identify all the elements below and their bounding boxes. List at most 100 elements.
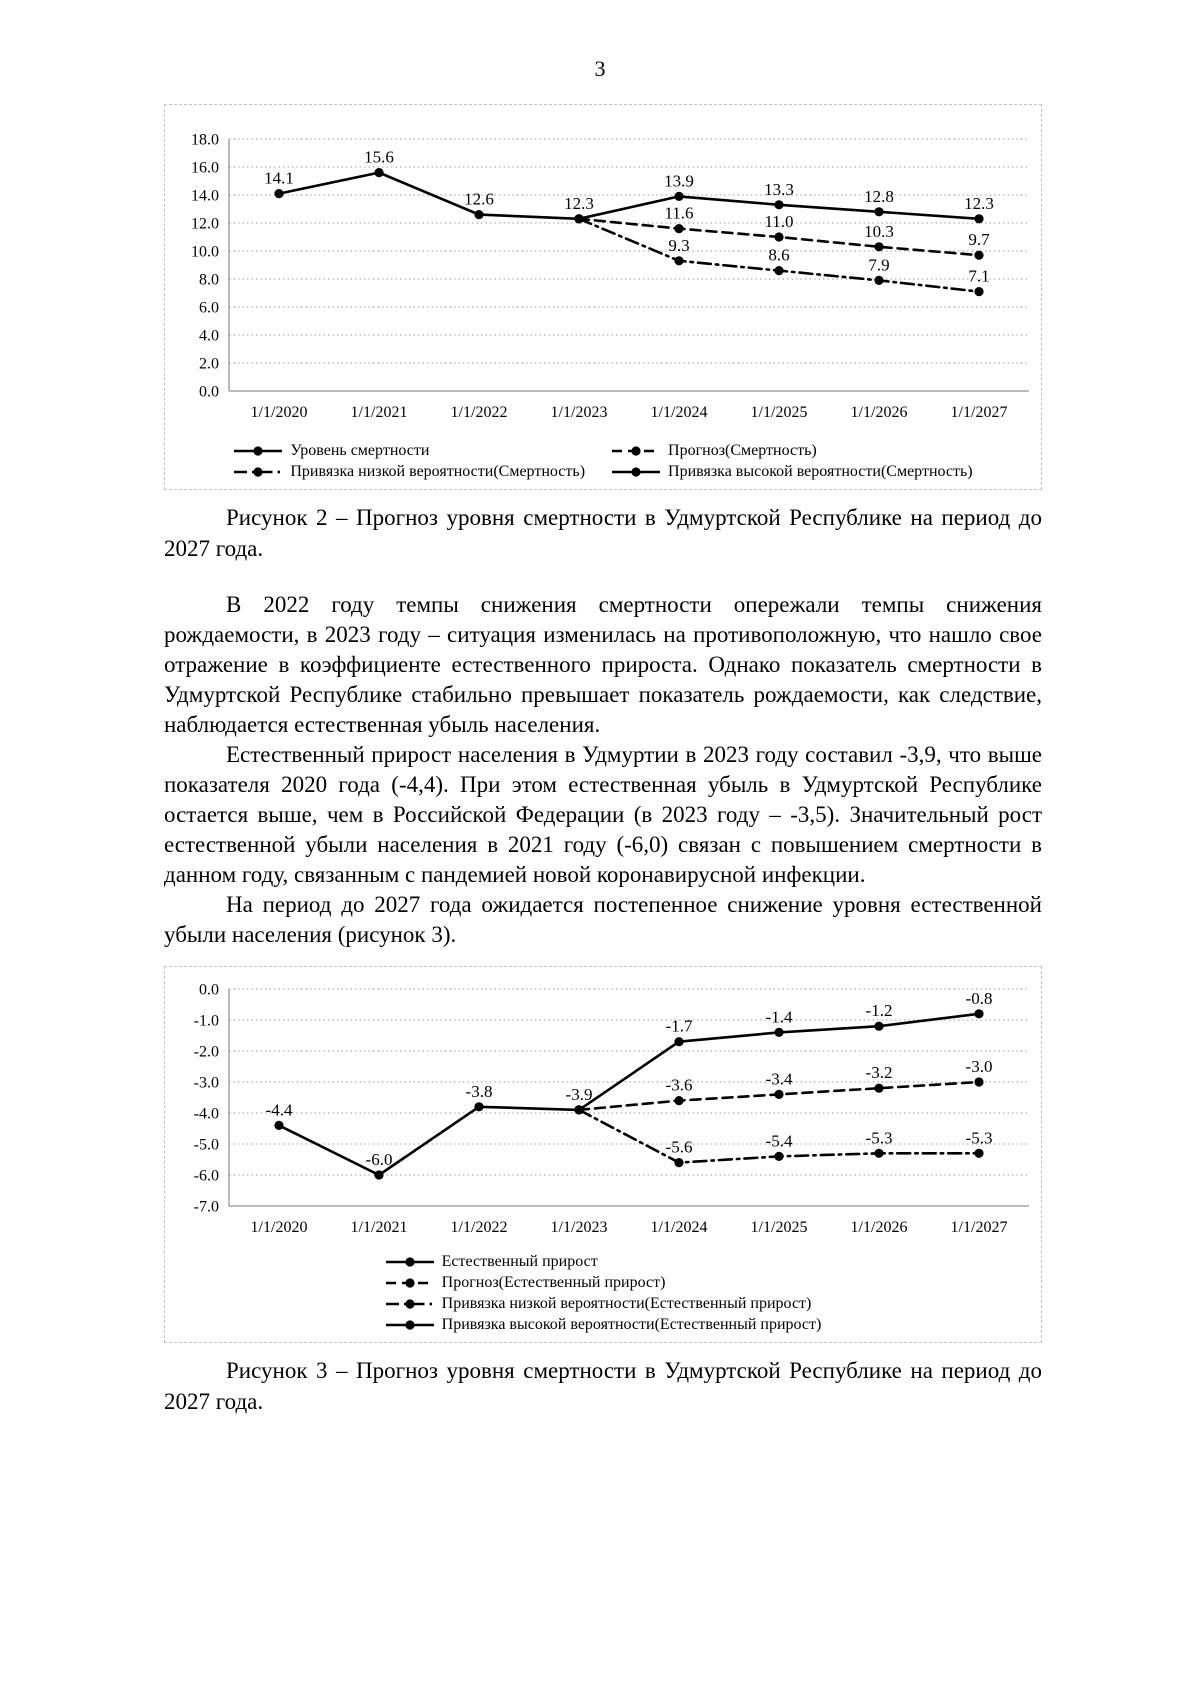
svg-text:13.9: 13.9: [664, 171, 694, 190]
svg-text:9.7: 9.7: [968, 230, 990, 249]
svg-text:-5.3: -5.3: [966, 1128, 993, 1147]
figure-2-mortality-chart: 0.0 2.0 4.0 6.0 8.0 10.0 12.0 14.0 16.0 18.0 1/1/2…: [164, 104, 1042, 490]
svg-text:1/1/2026: 1/1/2026: [851, 404, 908, 421]
svg-text:-7.0: -7.0: [194, 1199, 219, 1216]
svg-text:16.0: 16.0: [191, 160, 219, 177]
svg-text:7.9: 7.9: [868, 255, 889, 274]
svg-text:-6.0: -6.0: [194, 1168, 219, 1185]
natural-growth-forecast-plot: -7.0 -6.0 -5.0 -4.0 -3.0 -2.0 -1.0 0.0 1/1/2020 1…: [194, 982, 1029, 1236]
dashdot-line-marker-icon: [234, 467, 283, 477]
svg-text:15.6: 15.6: [364, 148, 394, 167]
solid-line-marker-icon: [385, 1257, 434, 1267]
legend-item: Прогноз(Естественный прирост): [385, 1274, 822, 1292]
solid-line-marker-icon: [612, 467, 661, 477]
svg-text:1/1/2023: 1/1/2023: [551, 404, 608, 421]
svg-text:-5.0: -5.0: [194, 1137, 219, 1154]
solid-line-marker-icon: [385, 1320, 434, 1330]
figure-2-caption: Рисунок 2 – Прогноз уровня смертности в …: [164, 505, 1042, 561]
svg-text:-3.4: -3.4: [766, 1069, 793, 1088]
svg-text:-5.6: -5.6: [666, 1138, 693, 1157]
legend-label: Уровень смертности: [290, 442, 430, 459]
legend-label: Привязка высокой вероятности(Естественны…: [441, 1316, 822, 1333]
legend-label: Естественный прирост: [441, 1253, 598, 1270]
svg-text:-6.0: -6.0: [366, 1150, 393, 1169]
mortality-forecast-plot: 0.0 2.0 4.0 6.0 8.0 10.0 12.0 14.0 16.0 18.0 1/1/2…: [191, 132, 1029, 421]
svg-text:-0.8: -0.8: [966, 989, 993, 1008]
legend-item: Привязка низкой вероятности(Естественный…: [385, 1295, 822, 1313]
legend-label: Прогноз(Естественный прирост): [441, 1274, 666, 1291]
svg-text:1/1/2021: 1/1/2021: [351, 1219, 408, 1236]
legend-label: Прогноз(Смертность): [668, 442, 817, 459]
document-page: 3 0.0 2.0 4.0 6.0 8.0 10.0 12.0 14.0 16.0 18.0 1/1…: [0, 56, 1200, 1417]
svg-text:-3.9: -3.9: [566, 1085, 593, 1104]
svg-text:1/1/2022: 1/1/2022: [451, 404, 508, 421]
dashed-line-marker-icon: [385, 1278, 434, 1288]
svg-text:12.3: 12.3: [564, 194, 594, 213]
paragraph-2: Естественный прирост населения в Удмурти…: [164, 742, 1042, 887]
figure-3-natural-growth-chart: -7.0 -6.0 -5.0 -4.0 -3.0 -2.0 -1.0 0.0 1/1/2020 1…: [164, 966, 1042, 1343]
svg-text:9.3: 9.3: [668, 236, 689, 255]
dashdot-line-marker-icon: [385, 1299, 434, 1309]
svg-text:-3.0: -3.0: [194, 1075, 219, 1092]
svg-text:-4.4: -4.4: [266, 1100, 293, 1119]
svg-text:14.0: 14.0: [191, 188, 219, 205]
svg-text:1/1/2025: 1/1/2025: [751, 404, 808, 421]
chart-legend: Уровень смертности Прогноз(Смертность) При…: [165, 442, 1041, 481]
paragraph-1: В 2022 году темпы снижения смертности оп…: [164, 592, 1042, 737]
svg-text:13.3: 13.3: [764, 180, 794, 199]
svg-text:-5.3: -5.3: [866, 1128, 893, 1147]
mortality-forecast-chart: 0.0 2.0 4.0 6.0 8.0 10.0 12.0 14.0 16.0 18.0 1/1/2…: [165, 109, 1041, 481]
svg-text:1/1/2024: 1/1/2024: [651, 1219, 708, 1236]
dashed-line-marker-icon: [612, 446, 661, 456]
svg-text:-1.4: -1.4: [766, 1007, 793, 1026]
legend-label: Привязка низкой вероятности(Смертность): [290, 463, 586, 480]
svg-text:1/1/2021: 1/1/2021: [351, 404, 408, 421]
legend-item: Привязка высокой вероятности(Естественны…: [385, 1316, 822, 1334]
svg-text:1/1/2027: 1/1/2027: [951, 404, 1008, 421]
svg-text:11.0: 11.0: [764, 212, 793, 231]
svg-text:6.0: 6.0: [199, 300, 219, 317]
svg-text:2.0: 2.0: [199, 356, 219, 373]
svg-text:1/1/2027: 1/1/2027: [951, 1219, 1008, 1236]
legend-label: Привязка высокой вероятности(Смертность): [668, 463, 973, 480]
svg-text:-1.0: -1.0: [194, 1013, 219, 1030]
svg-text:-2.0: -2.0: [194, 1044, 219, 1061]
svg-text:-5.4: -5.4: [766, 1131, 793, 1150]
natural-growth-forecast-chart: -7.0 -6.0 -5.0 -4.0 -3.0 -2.0 -1.0 0.0 1/1/2020 1…: [165, 971, 1041, 1334]
legend-item: Естественный прирост: [385, 1253, 822, 1271]
svg-text:-3.0: -3.0: [966, 1057, 993, 1076]
svg-text:-4.0: -4.0: [194, 1106, 219, 1123]
svg-text:1/1/2025: 1/1/2025: [751, 1219, 808, 1236]
legend-item: Уровень смертности: [233, 442, 585, 460]
legend-item: Привязка низкой вероятности(Смертность): [233, 463, 585, 481]
svg-text:1/1/2020: 1/1/2020: [251, 404, 308, 421]
svg-text:1/1/2020: 1/1/2020: [251, 1219, 308, 1236]
svg-text:1/1/2023: 1/1/2023: [551, 1219, 608, 1236]
page-content: 0.0 2.0 4.0 6.0 8.0 10.0 12.0 14.0 16.0 18.0 1/1/2…: [0, 104, 1200, 1417]
svg-text:11.6: 11.6: [664, 204, 693, 223]
svg-text:-3.6: -3.6: [666, 1076, 693, 1095]
svg-text:10.0: 10.0: [191, 244, 219, 261]
svg-text:18.0: 18.0: [191, 132, 219, 149]
svg-text:1/1/2022: 1/1/2022: [451, 1219, 508, 1236]
svg-text:-3.2: -3.2: [866, 1063, 893, 1082]
svg-text:12.0: 12.0: [191, 216, 219, 233]
svg-text:12.8: 12.8: [864, 187, 894, 206]
chart-legend: Естественный прирост Прогноз(Естественный…: [385, 1253, 822, 1334]
svg-text:1/1/2024: 1/1/2024: [651, 404, 708, 421]
svg-text:-1.7: -1.7: [666, 1017, 693, 1036]
svg-text:12.6: 12.6: [464, 190, 494, 209]
legend-label: Привязка низкой вероятности(Естественный…: [441, 1295, 812, 1312]
svg-text:8.0: 8.0: [199, 272, 219, 289]
svg-text:-3.8: -3.8: [466, 1082, 493, 1101]
svg-text:-1.2: -1.2: [866, 1001, 893, 1020]
svg-text:7.1: 7.1: [968, 267, 989, 286]
svg-text:8.6: 8.6: [768, 246, 789, 265]
svg-text:1/1/2026: 1/1/2026: [851, 1219, 908, 1236]
svg-text:10.3: 10.3: [864, 222, 894, 241]
svg-text:0.0: 0.0: [199, 982, 219, 999]
legend-item: Прогноз(Смертность): [611, 442, 973, 460]
svg-text:12.3: 12.3: [964, 194, 994, 213]
solid-line-marker-icon: [234, 446, 283, 456]
legend-item: Привязка высокой вероятности(Смертность): [611, 463, 973, 481]
